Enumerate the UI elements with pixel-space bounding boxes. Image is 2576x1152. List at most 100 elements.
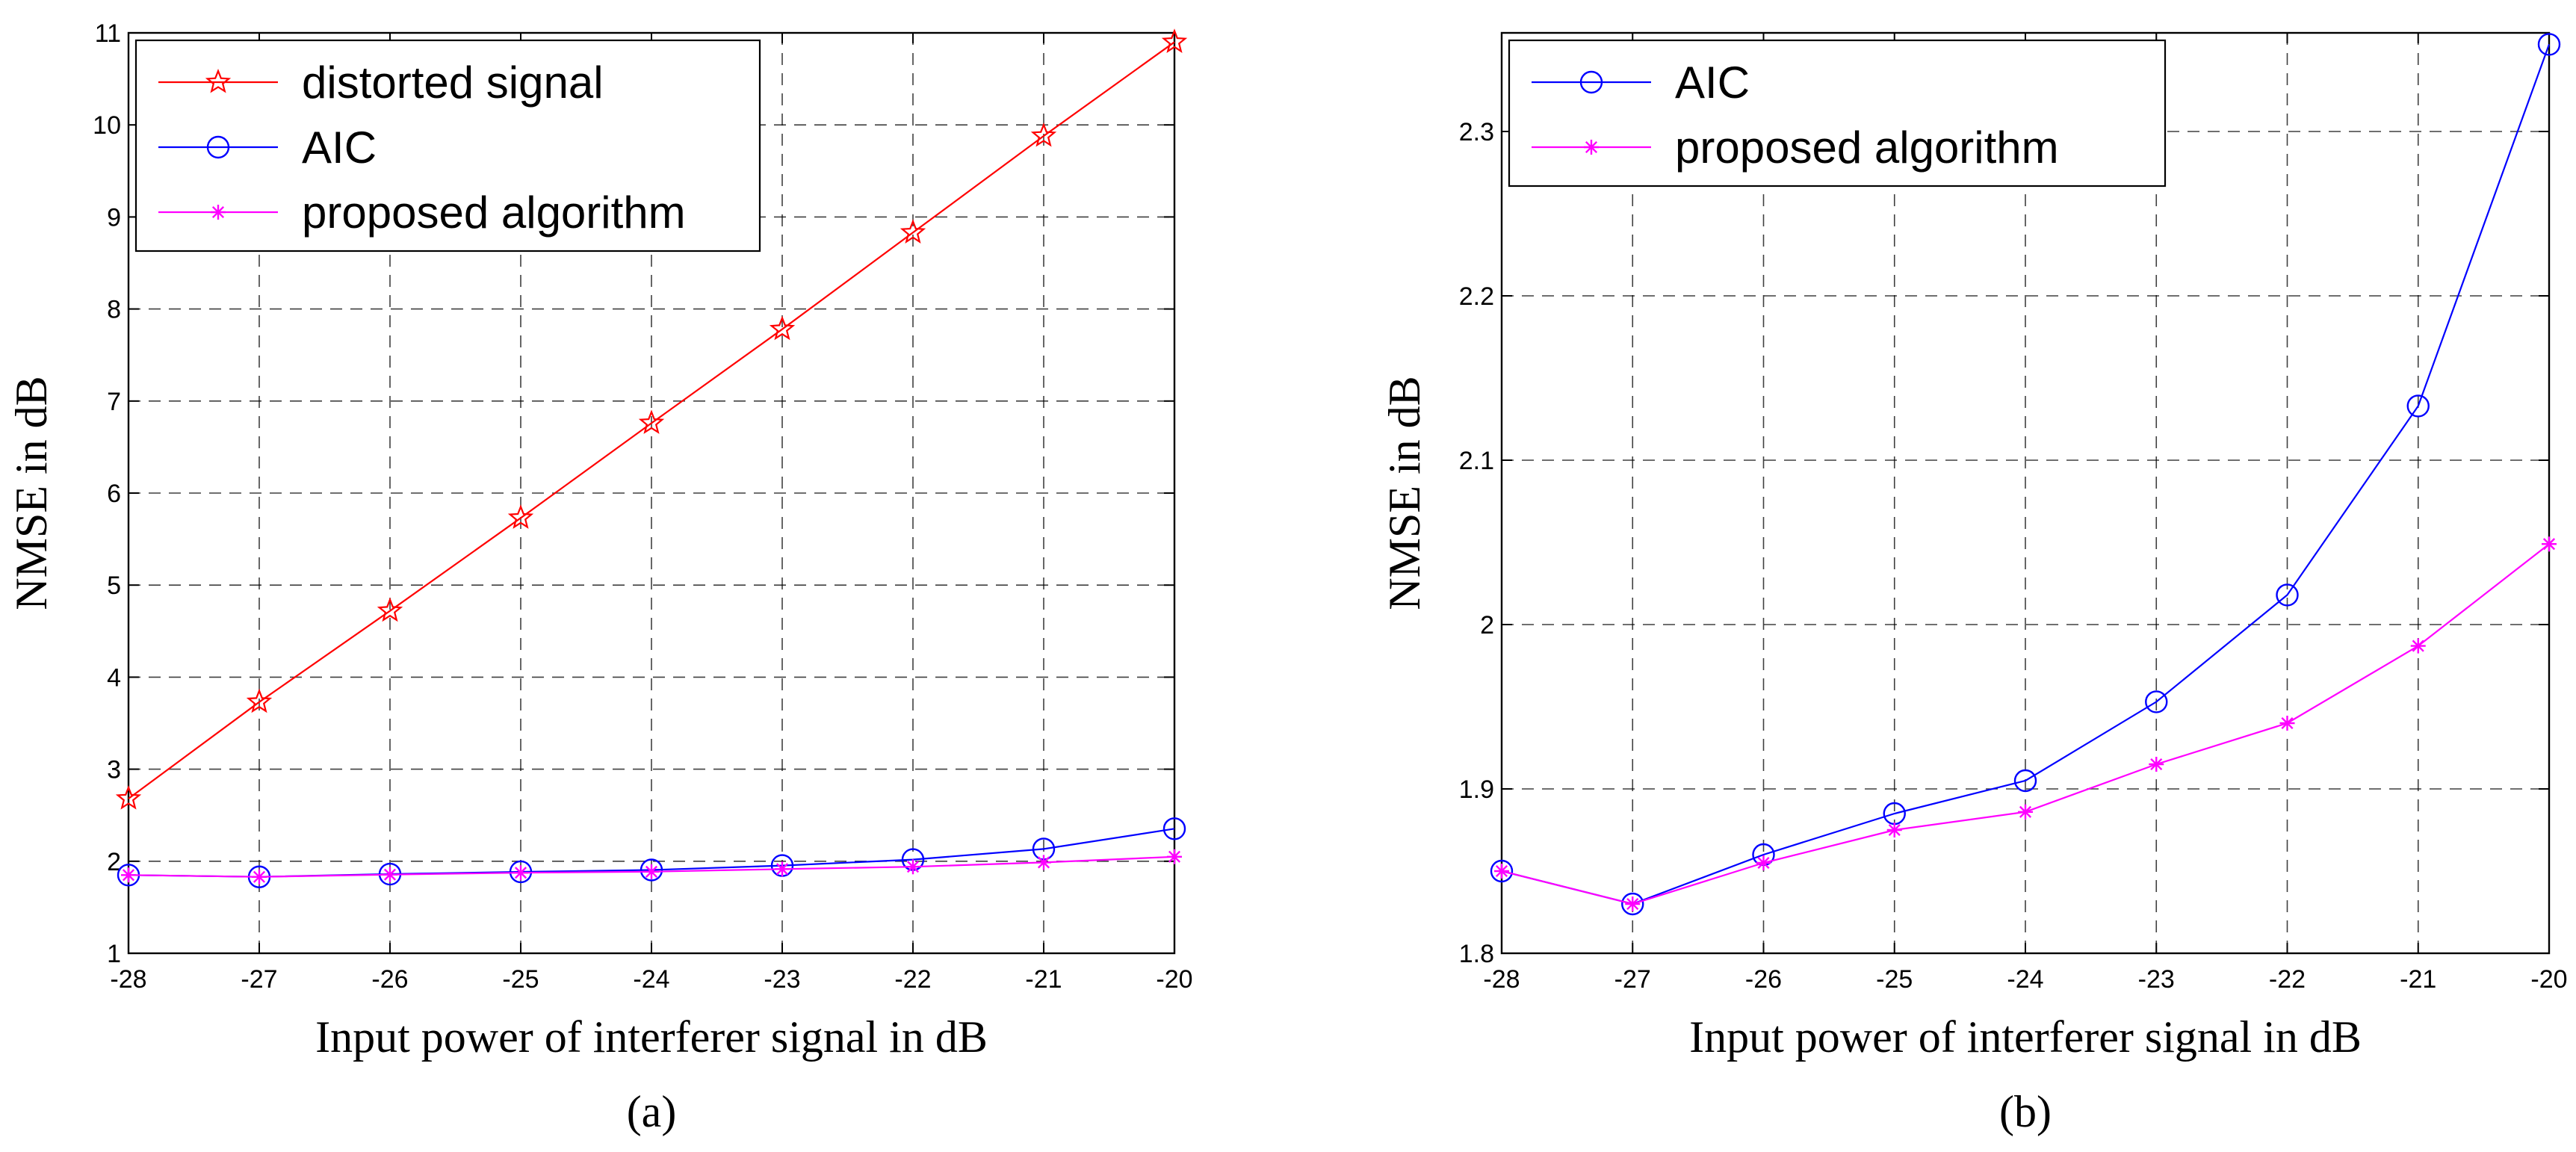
x-tick-label: -21 xyxy=(1025,965,1062,994)
data-point xyxy=(2410,638,2426,654)
data-point xyxy=(121,867,136,883)
series-aic xyxy=(1490,33,2561,916)
y-tick-label: 2 xyxy=(107,848,121,876)
x-axis-label: Input power of interferer signal in dB xyxy=(315,1012,988,1062)
data-point xyxy=(2149,757,2164,772)
y-tick-label: 7 xyxy=(107,388,121,416)
y-tick-label: 1.9 xyxy=(1459,775,1494,804)
data-point xyxy=(640,858,663,882)
data-point xyxy=(905,859,920,875)
y-tick-label: 2.1 xyxy=(1459,447,1494,475)
data-point xyxy=(2542,536,2557,552)
data-point xyxy=(2018,804,2033,820)
y-tick-label: 8 xyxy=(107,296,121,324)
x-tick-label: -25 xyxy=(1876,965,1913,994)
legend-label: AIC xyxy=(1675,58,1750,108)
x-tick-label: -25 xyxy=(502,965,539,994)
data-point xyxy=(769,315,796,341)
legend-box xyxy=(134,39,761,253)
data-point xyxy=(1886,823,1902,837)
data-point xyxy=(509,860,533,884)
x-tick-label: -23 xyxy=(2138,965,2175,994)
x-tick-label: -22 xyxy=(894,965,931,994)
data-point xyxy=(775,861,790,877)
x-tick-label: -20 xyxy=(2530,965,2567,994)
data-point xyxy=(383,867,397,882)
grid xyxy=(129,33,1174,953)
y-tick-label: 1 xyxy=(107,940,121,968)
x-tick-label: -24 xyxy=(2007,965,2043,994)
legend: distorted signal AIC proposed algorithm xyxy=(134,39,761,253)
x-tick-label: -20 xyxy=(1156,965,1192,994)
y-tick-label: 2 xyxy=(1480,611,1494,640)
data-point xyxy=(1162,817,1186,840)
y-tick-label: 2.2 xyxy=(1459,282,1494,311)
legend-label: proposed algorithm xyxy=(302,188,686,238)
data-point xyxy=(2537,33,2561,56)
data-point xyxy=(2145,690,2168,713)
data-point xyxy=(1625,896,1641,911)
series-line xyxy=(128,41,1175,799)
legend-marker xyxy=(1584,140,1599,155)
x-tick-label: -24 xyxy=(633,965,669,994)
data-point xyxy=(246,688,273,713)
x-tick-label: -28 xyxy=(110,965,146,994)
caption: (b) xyxy=(1999,1087,2052,1136)
data-point xyxy=(1756,855,1771,870)
data-point xyxy=(2013,769,2037,793)
legend-marker xyxy=(1579,70,1603,94)
caption: (a) xyxy=(627,1087,677,1136)
x-tick-label: -22 xyxy=(2269,965,2306,994)
data-point xyxy=(115,784,142,810)
y-axis-label: NMSE in dB xyxy=(1380,376,1429,610)
legend-marker xyxy=(211,205,226,220)
legend-label: AIC xyxy=(302,123,377,173)
legend-marker xyxy=(205,68,232,93)
x-tick-label: -26 xyxy=(371,965,408,994)
legend-label: distorted signal xyxy=(302,58,604,108)
series-line xyxy=(1501,44,2551,905)
y-tick-label: 6 xyxy=(107,480,121,508)
data-point xyxy=(638,409,665,434)
data-point xyxy=(1490,859,1514,883)
y-tick-label: 10 xyxy=(93,111,121,140)
data-point xyxy=(1030,122,1057,147)
data-point xyxy=(2279,716,2295,731)
data-point xyxy=(2276,583,2299,607)
legend-label: proposed algorithm xyxy=(1675,123,2059,173)
grid xyxy=(1502,33,2549,953)
y-tick-label: 9 xyxy=(107,203,121,232)
y-tick-label: 3 xyxy=(107,756,121,784)
chart-a: -28 -27 -26 -25 -24 -23 -22 -21 -20 1 2 3 4 5 6 7 8 9 10 11… xyxy=(7,19,1193,1136)
series-distorted-signal xyxy=(115,28,1188,810)
data-point xyxy=(377,597,403,622)
y-tick-label: 1.8 xyxy=(1459,940,1494,968)
legend-marker xyxy=(206,135,230,159)
series-proposed-algorithm xyxy=(121,849,1182,885)
data-point xyxy=(644,864,659,879)
y-tick-label: 2.3 xyxy=(1459,118,1494,146)
x-tick-label: -28 xyxy=(1483,965,1520,994)
series-proposed-algorithm xyxy=(1494,536,2557,911)
data-point xyxy=(1167,849,1182,864)
data-point xyxy=(1161,28,1188,53)
data-point xyxy=(1494,864,1509,879)
y-tick-label: 5 xyxy=(107,572,121,600)
data-point xyxy=(507,504,534,529)
chart-b: -28 -27 -26 -25 -24 -23 -22 -21 -20 1.8 1.9 2 2.1 2.2… xyxy=(1380,31,2568,1136)
y-tick-label: 11 xyxy=(95,19,121,48)
x-tick-label: -23 xyxy=(764,965,800,994)
x-tick-label: -21 xyxy=(2400,965,2436,994)
data-point xyxy=(252,869,267,885)
legend: AIC proposed algorithm xyxy=(1508,39,2167,188)
y-tick-label: 4 xyxy=(107,663,121,692)
x-tick-label: -27 xyxy=(1614,965,1651,994)
data-point xyxy=(900,219,926,244)
x-axis-label: Input power of interferer signal in dB xyxy=(1689,1012,2362,1062)
data-point xyxy=(1036,855,1051,870)
x-tick-label: -27 xyxy=(241,965,277,994)
data-point xyxy=(1621,892,1644,916)
data-point xyxy=(2406,394,2430,418)
legend-box xyxy=(1508,39,2167,188)
